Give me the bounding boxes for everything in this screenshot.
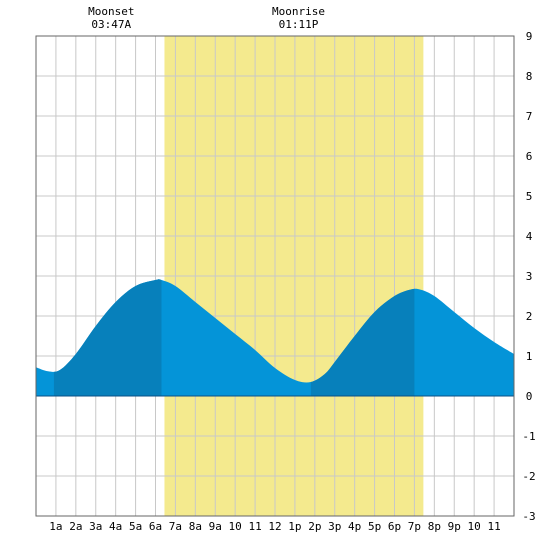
moon-event-name: Moonrise — [272, 5, 325, 18]
x-tick-label: 3a — [89, 520, 102, 533]
x-tick-label: 7a — [169, 520, 182, 533]
moon-event-time: 01:11P — [279, 18, 319, 31]
x-tick-label: 2p — [308, 520, 321, 533]
x-tick-label: 12 — [268, 520, 281, 533]
y-tick-label: 8 — [526, 70, 533, 83]
x-tick-label: 9a — [209, 520, 222, 533]
x-tick-label: 6p — [388, 520, 401, 533]
y-tick-label: 5 — [526, 190, 533, 203]
x-tick-label: 7p — [408, 520, 421, 533]
x-tick-label: 1a — [49, 520, 62, 533]
y-tick-label: 1 — [526, 350, 533, 363]
y-tick-label: 7 — [526, 110, 533, 123]
x-tick-label: 11 — [487, 520, 500, 533]
x-tick-label: 3p — [328, 520, 341, 533]
x-tick-labels: 1a 2a 3a 4a 5a 6a 7a 8a 9a 10 11 12 1p 2p 3p 4p 5p 6p 7p 8p… — [49, 520, 500, 533]
y-tick-label: 3 — [526, 270, 533, 283]
x-tick-label: 5a — [129, 520, 142, 533]
x-tick-label: 8a — [189, 520, 202, 533]
x-tick-label: 10 — [229, 520, 242, 533]
y-tick-label: -2 — [522, 470, 535, 483]
x-tick-label: 11 — [248, 520, 261, 533]
y-tick-label: 6 — [526, 150, 533, 163]
y-tick-label: -3 — [522, 510, 535, 523]
x-tick-label: 2a — [69, 520, 82, 533]
x-tick-label: 9p — [448, 520, 461, 533]
x-tick-label: 4p — [348, 520, 361, 533]
plot-border — [35, 35, 515, 517]
moon-event-name: Moonset — [88, 5, 134, 18]
x-tick-label: 6a — [149, 520, 162, 533]
y-tick-label: 0 — [526, 390, 533, 403]
x-tick-label: 4a — [109, 520, 122, 533]
x-tick-label: 8p — [428, 520, 441, 533]
y-tick-label: -1 — [522, 430, 535, 443]
y-tick-label: 2 — [526, 310, 533, 323]
moon-event-time: 03:47A — [91, 18, 131, 31]
x-tick-label: 1p — [288, 520, 301, 533]
x-tick-label: 5p — [368, 520, 381, 533]
x-tick-label: 10 — [468, 520, 481, 533]
y-tick-labels: 9 8 7 6 5 4 3 2 1 0 -1 -2 -3 — [522, 30, 535, 523]
y-tick-label: 9 — [526, 30, 533, 43]
y-tick-label: 4 — [526, 230, 533, 243]
